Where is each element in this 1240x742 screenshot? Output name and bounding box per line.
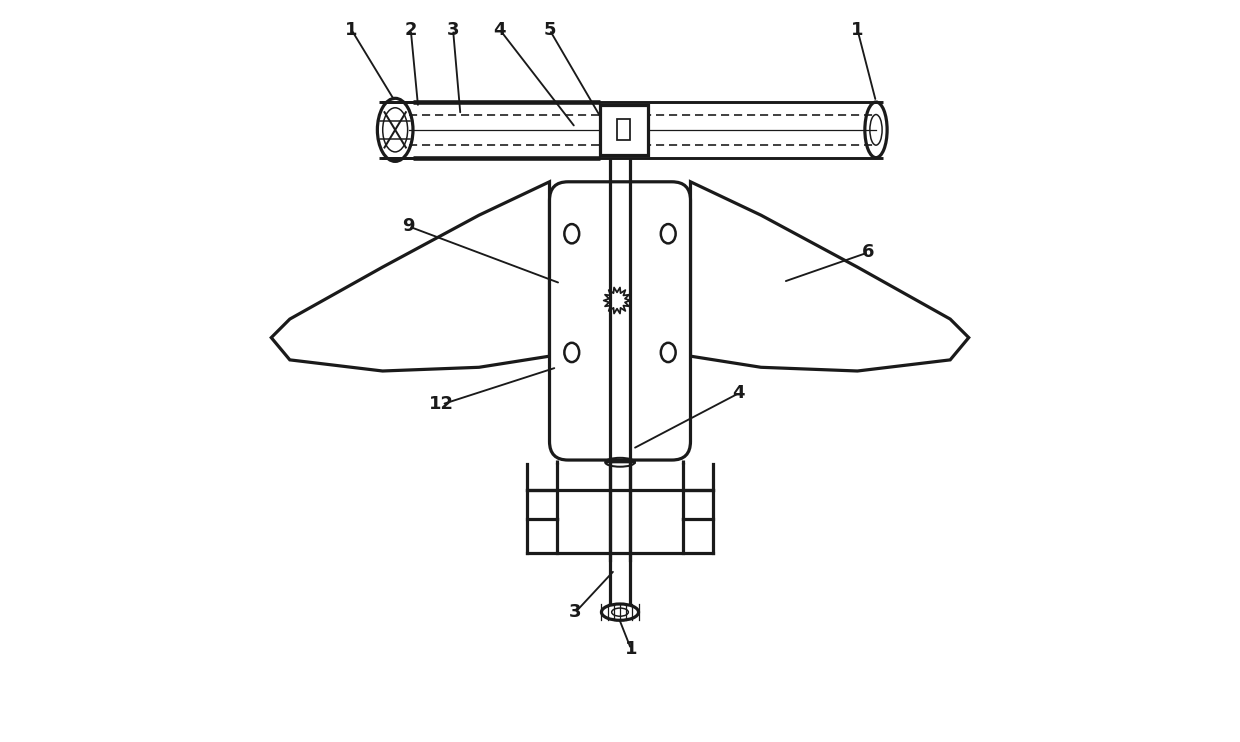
Text: 3: 3 bbox=[569, 603, 582, 621]
Text: 4: 4 bbox=[494, 21, 506, 39]
Bar bbox=[600, 105, 647, 155]
Text: 4: 4 bbox=[733, 384, 745, 402]
Bar bbox=[618, 119, 630, 140]
Text: 5: 5 bbox=[543, 21, 556, 39]
Text: 3: 3 bbox=[446, 21, 459, 39]
Text: 2: 2 bbox=[404, 21, 417, 39]
Text: 1: 1 bbox=[851, 21, 864, 39]
Text: 6: 6 bbox=[862, 243, 874, 261]
FancyBboxPatch shape bbox=[549, 182, 691, 460]
Text: 12: 12 bbox=[429, 395, 454, 413]
Text: 9: 9 bbox=[402, 217, 414, 235]
Text: 1: 1 bbox=[345, 21, 357, 39]
Text: 1: 1 bbox=[625, 640, 637, 658]
